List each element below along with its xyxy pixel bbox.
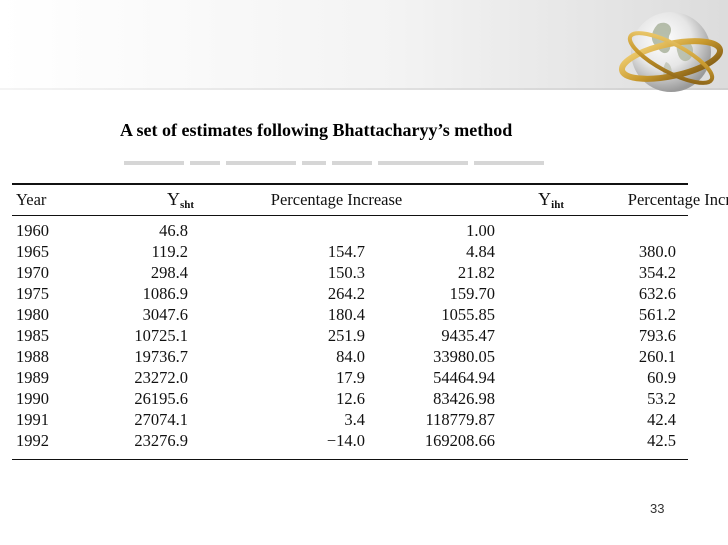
cell-yiht: 9435.47	[441, 326, 495, 345]
table-row: 1960 46.8 1.00	[12, 216, 688, 241]
cell-pct2: 354.2	[638, 263, 676, 282]
estimates-table-container: Year Ysht Percentage Increase Yiht Perce…	[12, 183, 728, 460]
cell-year: 1960	[16, 221, 49, 240]
table-row: 1988 19736.7 84.0 33980.05 260.1	[12, 346, 688, 367]
cell-yiht: 4.84	[466, 242, 495, 261]
faded-caption	[118, 158, 558, 170]
header-percentage-increase-1: Percentage Increase	[270, 190, 403, 209]
cell-pct1: 12.6	[336, 389, 365, 408]
cell-ysht: 10725.1	[134, 326, 188, 345]
cell-pct2: 53.2	[647, 389, 676, 408]
table-row: 1991 27074.1 3.4 118779.87 42.4	[12, 409, 688, 430]
header-rule	[12, 215, 688, 216]
cell-pct2: 561.2	[638, 305, 676, 324]
cell-ysht: 26195.6	[134, 389, 188, 408]
table-row: 1970 298.4 150.3 21.82 354.2	[12, 262, 688, 283]
cell-yiht: 1.00	[466, 221, 495, 240]
cell-yiht: 159.70	[449, 284, 495, 303]
table-bottom-rule	[12, 459, 688, 460]
header-divider	[0, 88, 728, 90]
cell-pct2: 42.5	[647, 431, 676, 450]
cell-year: 1980	[16, 305, 49, 324]
cell-year: 1989	[16, 368, 49, 387]
header-band	[0, 0, 728, 88]
cell-ysht: 23276.9	[134, 431, 188, 450]
header-percentage-increase-2: Percentage Increase	[627, 190, 728, 209]
cell-yiht: 83426.98	[433, 389, 495, 408]
page-number: 33	[650, 501, 665, 516]
table-row: 1992 23276.9 −14.0 169208.66 42.5	[12, 430, 688, 451]
cell-yiht: 33980.05	[433, 347, 495, 366]
cell-year: 1965	[16, 242, 49, 261]
cell-pct1: 3.4	[344, 410, 365, 429]
cell-ysht: 119.2	[151, 242, 188, 261]
cell-pct1: 17.9	[336, 368, 365, 387]
cell-ysht: 23272.0	[134, 368, 188, 387]
cell-pct2: 42.4	[647, 410, 676, 429]
table-row: 1989 23272.0 17.9 54464.94 60.9	[12, 367, 688, 388]
cell-ysht: 19736.7	[134, 347, 188, 366]
cell-pct2: 260.1	[638, 347, 676, 366]
header-yiht: Yiht	[538, 189, 564, 211]
table-row: 1985 10725.1 251.9 9435.47 793.6	[12, 325, 688, 346]
header-ysht: Ysht	[166, 189, 194, 211]
cell-year: 1970	[16, 263, 49, 282]
cell-pct1: 84.0	[336, 347, 365, 366]
cell-pct2: 60.9	[647, 368, 676, 387]
cell-pct1: 251.9	[327, 326, 365, 345]
cell-pct2: 793.6	[638, 326, 676, 345]
cell-year: 1990	[16, 389, 49, 408]
cell-ysht: 298.4	[150, 263, 188, 282]
cell-yiht: 21.82	[457, 263, 495, 282]
cell-ysht: 1086.9	[142, 284, 188, 303]
cell-pct1	[194, 216, 369, 241]
cell-year: 1985	[16, 326, 49, 345]
header-year: Year	[16, 190, 47, 209]
cell-year: 1991	[16, 410, 49, 429]
table-header-row: Year Ysht Percentage Increase Yiht Perce…	[12, 185, 728, 215]
table-row: 1975 1086.9 264.2 159.70 632.6	[12, 283, 688, 304]
cell-pct2: 380.0	[638, 242, 676, 261]
cell-pct1: 180.4	[327, 305, 365, 324]
cell-ysht: 3047.6	[142, 305, 188, 324]
cell-year: 1988	[16, 347, 49, 366]
cell-pct2: 632.6	[638, 284, 676, 303]
cell-yiht: 169208.66	[424, 431, 495, 450]
table-row: 1965 119.2 154.7 4.84 380.0	[12, 241, 688, 262]
cell-yiht: 118779.87	[425, 410, 495, 429]
table-row: 1990 26195.6 12.6 83426.98 53.2	[12, 388, 688, 409]
cell-pct1: −14.0	[326, 431, 365, 450]
cell-ysht: 46.8	[159, 221, 188, 240]
cell-year: 1975	[16, 284, 49, 303]
estimates-table: Year Ysht Percentage Increase Yiht Perce…	[12, 185, 728, 215]
cell-pct1: 264.2	[327, 284, 365, 303]
table-top-rule	[12, 183, 688, 185]
cell-yiht: 1055.85	[441, 305, 495, 324]
cell-pct1: 150.3	[327, 263, 365, 282]
cell-pct1: 154.7	[327, 242, 365, 261]
cell-ysht: 27074.1	[134, 410, 188, 429]
slide-title: A set of estimates following Bhattachary…	[120, 120, 513, 140]
cell-yiht: 54464.94	[433, 368, 495, 387]
table-row: 1980 3047.6 180.4 1055.85 561.2	[12, 304, 688, 325]
estimates-table-body: 1960 46.8 1.00 1965 119.2 154.7 4.84 380…	[12, 216, 688, 451]
cell-pct2	[509, 216, 688, 241]
globe-icon	[618, 2, 724, 112]
cell-year: 1992	[16, 431, 49, 450]
